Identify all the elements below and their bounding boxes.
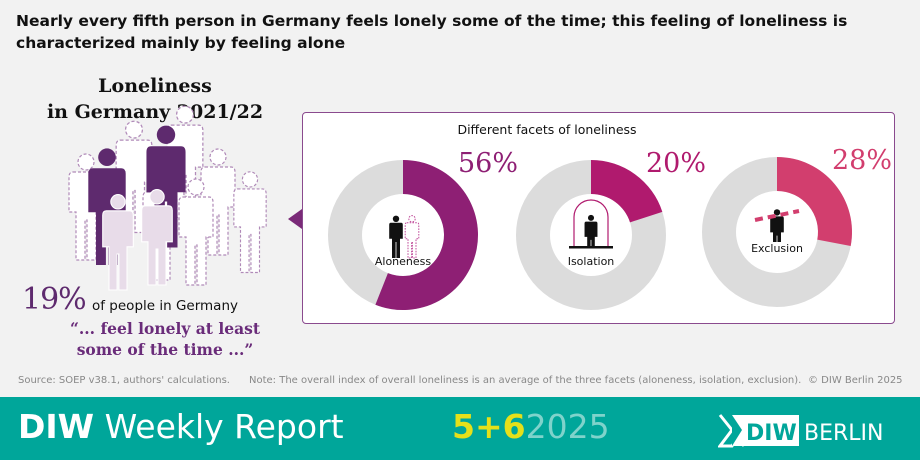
quote: “... feel lonely at least some of the tim… <box>60 318 270 360</box>
copyright: © DIW Berlin 2025 <box>808 375 903 386</box>
people-group-illustration <box>68 105 267 291</box>
category-label: Exclusion <box>751 242 803 255</box>
method-note: Note: The overall index of overall lonel… <box>249 375 802 386</box>
value-label: 28% <box>832 145 892 176</box>
person-in-arch-icon <box>569 199 613 249</box>
donut-slice <box>375 160 478 310</box>
title-line-1: Loneliness <box>98 75 212 97</box>
donut-slice <box>591 160 663 223</box>
issue: 5+62025 <box>452 407 610 446</box>
headline: Nearly every fifth person in Germany fee… <box>16 12 848 52</box>
issue-number: 5+6 <box>452 407 526 446</box>
person-figure <box>141 189 173 286</box>
brand-bold: DIW <box>18 407 95 446</box>
brand-rest: Weekly Report <box>104 407 344 446</box>
svg-text:BERLIN: BERLIN <box>804 421 883 446</box>
svg-text:DIW: DIW <box>746 421 797 446</box>
donut-aloneness: 56% Aloneness <box>328 148 518 310</box>
issue-year: 2025 <box>525 407 610 446</box>
person-figure <box>233 171 267 274</box>
source-note: Source: SOEP v38.1, authors' calculation… <box>18 375 230 386</box>
brand: DIW Weekly Report <box>18 407 344 446</box>
donut-exclusion: 28% Exclusion <box>702 145 892 307</box>
person-figure <box>178 178 214 286</box>
quote-line-2: some of the time ...” <box>76 340 254 359</box>
pointer-arrow <box>288 209 302 229</box>
diw-berlin-logo: DIW BERLIN <box>718 414 883 448</box>
category-label: Aloneness <box>375 255 432 268</box>
value-label: 56% <box>458 148 518 179</box>
donut-isolation: 20% Isolation <box>516 148 706 310</box>
person-excluded-icon <box>754 209 800 242</box>
donut-charts: 56% Aloneness 20% Isolation 28% Exclusion <box>328 145 892 310</box>
chart-title: Different facets of loneliness <box>457 122 637 137</box>
two-people-icon <box>389 215 420 259</box>
donut-slice <box>777 157 853 247</box>
left-title: Loneliness in Germany 2021/22 <box>40 73 270 125</box>
category-label: Isolation <box>568 255 615 268</box>
share-text: of people in Germany <box>92 298 239 314</box>
title-line-2: in Germany 2021/22 <box>46 101 264 123</box>
quote-line-1: “... feel lonely at least <box>69 319 261 338</box>
value-label: 20% <box>646 148 706 179</box>
person-figure <box>102 194 134 291</box>
share-percent: 19% <box>22 282 87 317</box>
